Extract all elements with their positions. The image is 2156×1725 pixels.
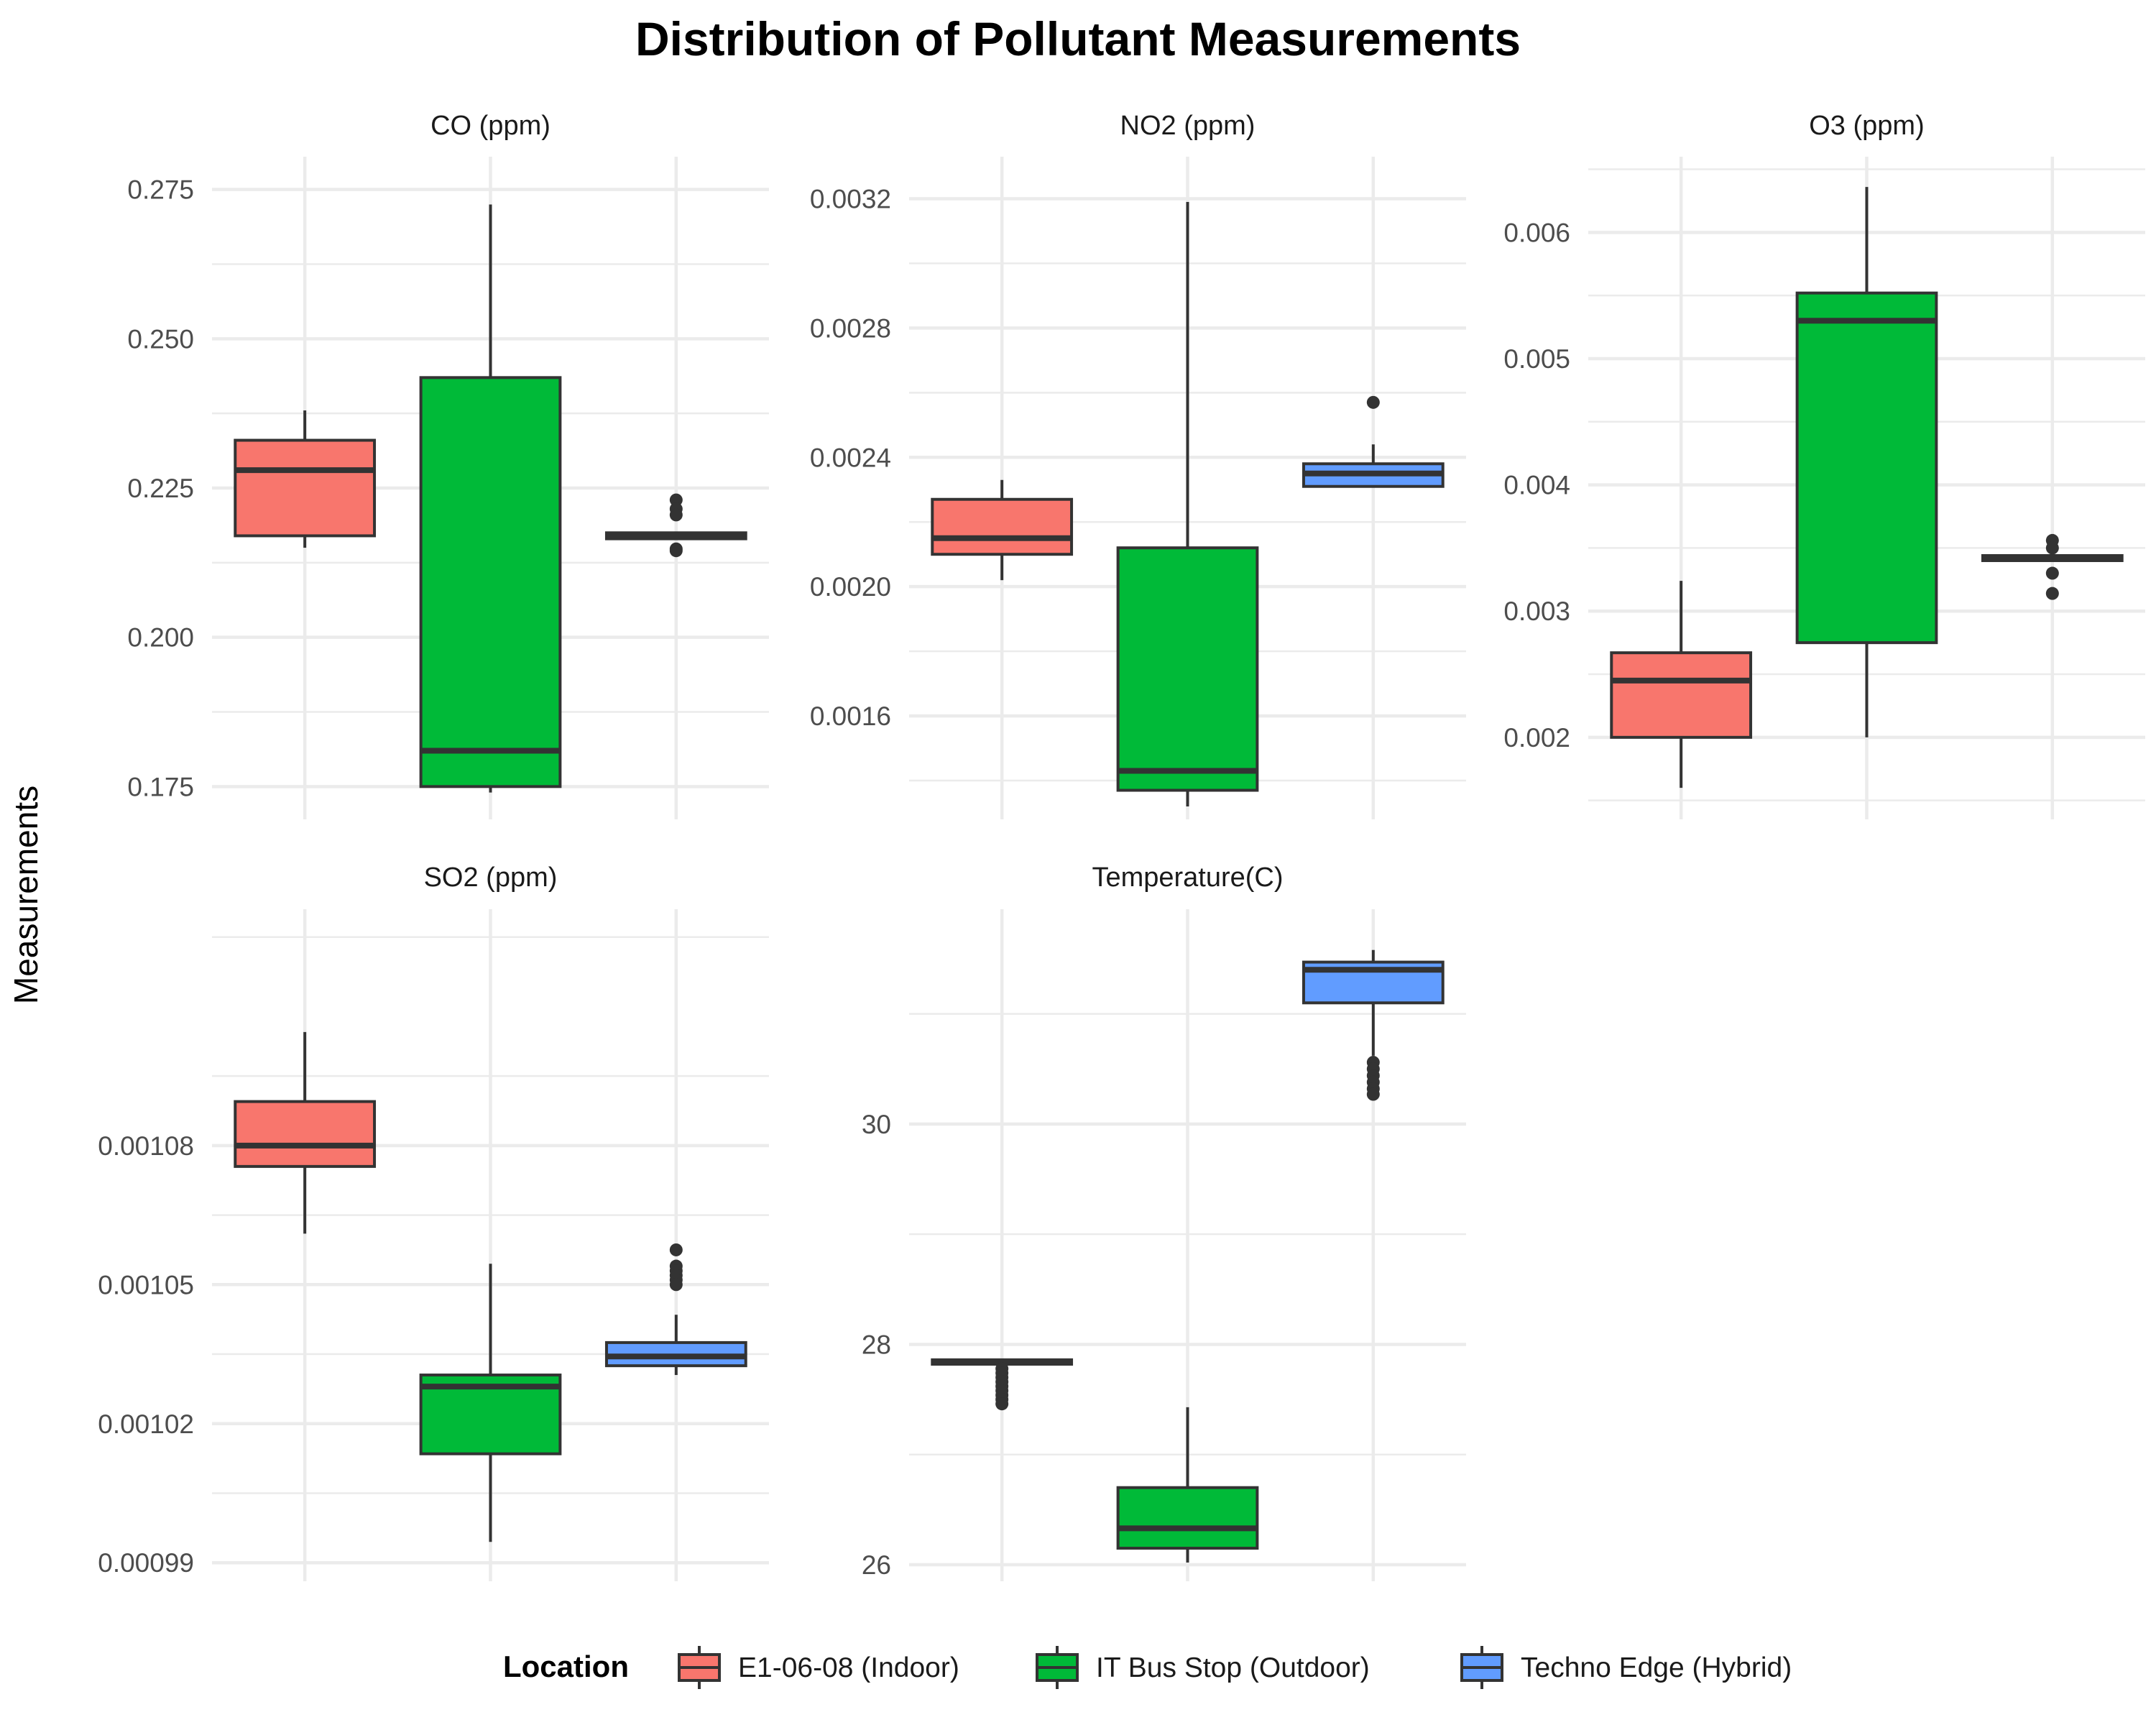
chart-title: Distribution of Pollutant Measurements <box>635 12 1521 65</box>
y-tick-label: 0.002 <box>1503 723 1570 753</box>
y-tick-label: 0.275 <box>127 175 194 205</box>
panel-0: CO (ppm) 0.175 0.200 0.225 0.250 0.275 <box>127 111 769 819</box>
box-Techno Edge (Hybrid) <box>1302 395 1445 488</box>
box-IT Bus Stop (Outdoor) <box>1795 187 1938 737</box>
iqr-box <box>234 438 377 538</box>
panel-title: Temperature(C) <box>1092 862 1283 893</box>
panel-title: SO2 (ppm) <box>424 862 558 893</box>
y-tick-label: 0.00105 <box>98 1270 194 1300</box>
outlier-point <box>1366 1087 1380 1101</box>
box-IT Bus Stop (Outdoor) <box>1116 1407 1259 1563</box>
y-tick-label: 26 <box>862 1550 891 1580</box>
outlier-point <box>2045 586 2059 600</box>
box-IT Bus Stop (Outdoor) <box>1116 201 1259 807</box>
panel-3: SO2 (ppm) 0.00099 0.00102 0.00105 0.00108 <box>98 862 769 1581</box>
box-E1-06-08 (Indoor) <box>1610 581 1753 788</box>
box-E1-06-08 (Indoor) <box>931 479 1074 581</box>
iqr-box <box>1795 291 1938 645</box>
outlier-point <box>1366 395 1380 409</box>
outlier-point <box>2045 566 2059 580</box>
y-tick-label: 0.0020 <box>810 572 891 602</box>
box-IT Bus Stop (Outdoor) <box>419 1264 562 1542</box>
box-Techno Edge (Hybrid) <box>604 1243 747 1376</box>
y-tick-label: 0.0028 <box>810 313 891 343</box>
legend-label: IT Bus Stop (Outdoor) <box>1096 1652 1370 1683</box>
box-Techno Edge (Hybrid) <box>1981 533 2124 600</box>
outlier-point <box>669 544 683 558</box>
outlier-point <box>669 1243 683 1256</box>
outlier-point <box>669 508 683 522</box>
facet-panels: CO (ppm) 0.175 0.200 0.225 0.250 0.275 NO2 (pp… <box>98 111 2145 1581</box>
y-tick-label: 0.00099 <box>98 1548 194 1578</box>
legend-title: Location <box>503 1650 629 1683</box>
panel-4: Temperature(C) 26 28 30 <box>862 862 1466 1581</box>
y-tick-label: 0.003 <box>1503 597 1570 626</box>
legend: Location E1-06-08 (Indoor) IT Bus Stop (Ou… <box>503 1646 1792 1689</box>
panel-title: O3 (ppm) <box>1809 111 1924 141</box>
box-E1-06-08 (Indoor) <box>234 410 377 548</box>
legend-item: E1-06-08 (Indoor) <box>678 1646 959 1689</box>
legend-item: Techno Edge (Hybrid) <box>1460 1646 1792 1689</box>
iqr-box <box>1610 651 1753 739</box>
legend-label: Techno Edge (Hybrid) <box>1521 1652 1792 1683</box>
y-tick-label: 0.00102 <box>98 1409 194 1439</box>
panel-title: CO (ppm) <box>430 111 550 141</box>
panel-title: NO2 (ppm) <box>1120 111 1256 141</box>
y-tick-label: 30 <box>862 1110 891 1139</box>
iqr-box <box>931 497 1074 556</box>
y-tick-label: 28 <box>862 1330 891 1359</box>
outlier-point <box>669 1278 683 1292</box>
iqr-box <box>419 376 562 788</box>
y-tick-label: 0.200 <box>127 623 194 653</box>
box-Techno Edge (Hybrid) <box>1302 949 1445 1101</box>
y-tick-label: 0.006 <box>1503 218 1570 247</box>
iqr-box <box>1116 1486 1259 1550</box>
y-axis-label: Measurements <box>7 786 45 1004</box>
y-tick-label: 0.004 <box>1503 471 1570 500</box>
y-tick-label: 0.0016 <box>810 702 891 731</box>
outlier-point <box>995 1397 1009 1411</box>
iqr-box <box>234 1100 377 1168</box>
y-tick-label: 0.225 <box>127 474 194 503</box>
panel-1: NO2 (ppm) 0.0016 0.0020 0.0024 0.0028 0.0032 <box>810 111 1466 819</box>
iqr-box <box>1116 546 1259 792</box>
legend-label: E1-06-08 (Indoor) <box>738 1652 959 1683</box>
box-IT Bus Stop (Outdoor) <box>419 204 562 793</box>
box-E1-06-08 (Indoor) <box>234 1031 377 1234</box>
y-tick-label: 0.250 <box>127 324 194 354</box>
y-tick-label: 0.00108 <box>98 1131 194 1161</box>
panel-2: O3 (ppm) 0.002 0.003 0.004 0.005 0.006 <box>1503 111 2145 819</box>
outlier-point <box>2045 541 2059 555</box>
y-tick-label: 0.175 <box>127 772 194 801</box>
legend-item: IT Bus Stop (Outdoor) <box>1036 1646 1370 1689</box>
outlier-point <box>669 493 683 507</box>
y-tick-label: 0.0032 <box>810 184 891 213</box>
y-tick-label: 0.0024 <box>810 443 891 472</box>
y-tick-label: 0.005 <box>1503 344 1570 374</box>
box-Techno Edge (Hybrid) <box>604 493 747 558</box>
box-E1-06-08 (Indoor) <box>931 1358 1074 1411</box>
